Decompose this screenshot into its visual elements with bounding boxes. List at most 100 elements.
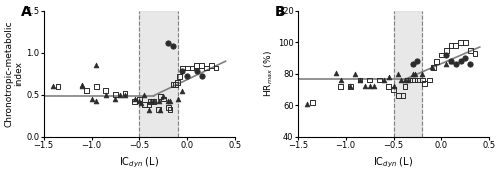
Point [375, 79, 383, 81]
Point [207, 64, 215, 67]
Point [166, 108, 174, 111]
Point [184, 75, 192, 78]
Point [198, 64, 205, 67]
Point [176, 75, 184, 78]
Point [88, 98, 96, 100]
Point [78, 83, 86, 86]
Point [193, 64, 201, 67]
X-axis label: IC$_{dyn}$ (L): IC$_{dyn}$ (L) [374, 155, 414, 170]
Point [78, 85, 86, 88]
Point [138, 102, 145, 105]
Point [92, 100, 100, 103]
Point [92, 64, 100, 67]
Point [408, 72, 416, 75]
Point [442, 54, 450, 56]
Point [399, 94, 407, 97]
Point [397, 79, 405, 81]
Point [174, 98, 182, 100]
Point [130, 98, 138, 100]
Point [408, 63, 416, 66]
Point [438, 54, 446, 56]
Point [442, 49, 450, 52]
Point [212, 66, 220, 69]
Point [174, 81, 182, 84]
Point [164, 41, 172, 44]
Point [442, 63, 450, 66]
Point [447, 60, 455, 63]
Y-axis label: Chronotropic-metabolic
index: Chronotropic-metabolic index [4, 21, 24, 127]
Point [130, 100, 138, 103]
Point [49, 85, 57, 88]
Point [420, 82, 428, 85]
Point [121, 92, 129, 94]
Point [136, 100, 143, 103]
Point [102, 93, 110, 96]
Point [198, 75, 205, 78]
Point [202, 66, 210, 69]
Point [172, 83, 180, 86]
Point [384, 85, 392, 88]
Point [178, 70, 186, 73]
Point [54, 85, 62, 88]
Point [390, 85, 398, 88]
Point [428, 66, 436, 69]
Point [447, 44, 455, 47]
Point [82, 89, 90, 92]
Point [466, 63, 474, 66]
Point [169, 83, 177, 86]
Point [384, 76, 392, 78]
Point [418, 79, 426, 81]
Point [164, 106, 172, 109]
Text: A: A [20, 5, 32, 19]
Point [410, 79, 418, 81]
Point [356, 79, 364, 81]
Point [160, 95, 168, 98]
Point [401, 79, 409, 81]
Point [147, 100, 155, 103]
Point [471, 52, 479, 55]
Point [430, 66, 438, 69]
Point [304, 103, 312, 106]
Y-axis label: HR$_{max}$ (%): HR$_{max}$ (%) [262, 50, 275, 97]
Point [164, 100, 172, 103]
Point [462, 41, 469, 44]
X-axis label: IC$_{dyn}$ (L): IC$_{dyn}$ (L) [120, 155, 160, 170]
Point [414, 60, 422, 63]
Point [414, 79, 422, 81]
Point [356, 79, 364, 81]
Point [346, 85, 354, 88]
Point [466, 49, 474, 52]
Point [337, 79, 345, 81]
Text: B: B [275, 5, 285, 19]
Point [404, 79, 412, 81]
Point [169, 45, 177, 48]
Point [308, 101, 316, 104]
Point [456, 60, 464, 63]
Point [156, 108, 164, 111]
Point [102, 89, 110, 92]
Bar [140, 11, 177, 137]
Point [408, 79, 416, 81]
Point [145, 108, 153, 111]
Point [140, 103, 148, 106]
Point [154, 100, 162, 103]
Point [394, 72, 402, 75]
Bar [394, 11, 422, 137]
Point [380, 79, 388, 81]
Point [145, 103, 153, 106]
Point [370, 85, 378, 88]
Point [150, 100, 158, 103]
Point [390, 88, 398, 91]
Point [366, 85, 374, 88]
Point [418, 72, 426, 75]
Point [193, 70, 201, 73]
Point [394, 94, 402, 97]
Point [116, 93, 124, 96]
Point [92, 85, 100, 88]
Point [410, 72, 418, 75]
Point [432, 60, 440, 63]
Point [337, 85, 345, 88]
Point [361, 85, 369, 88]
Point [112, 93, 120, 96]
Point [136, 98, 143, 100]
